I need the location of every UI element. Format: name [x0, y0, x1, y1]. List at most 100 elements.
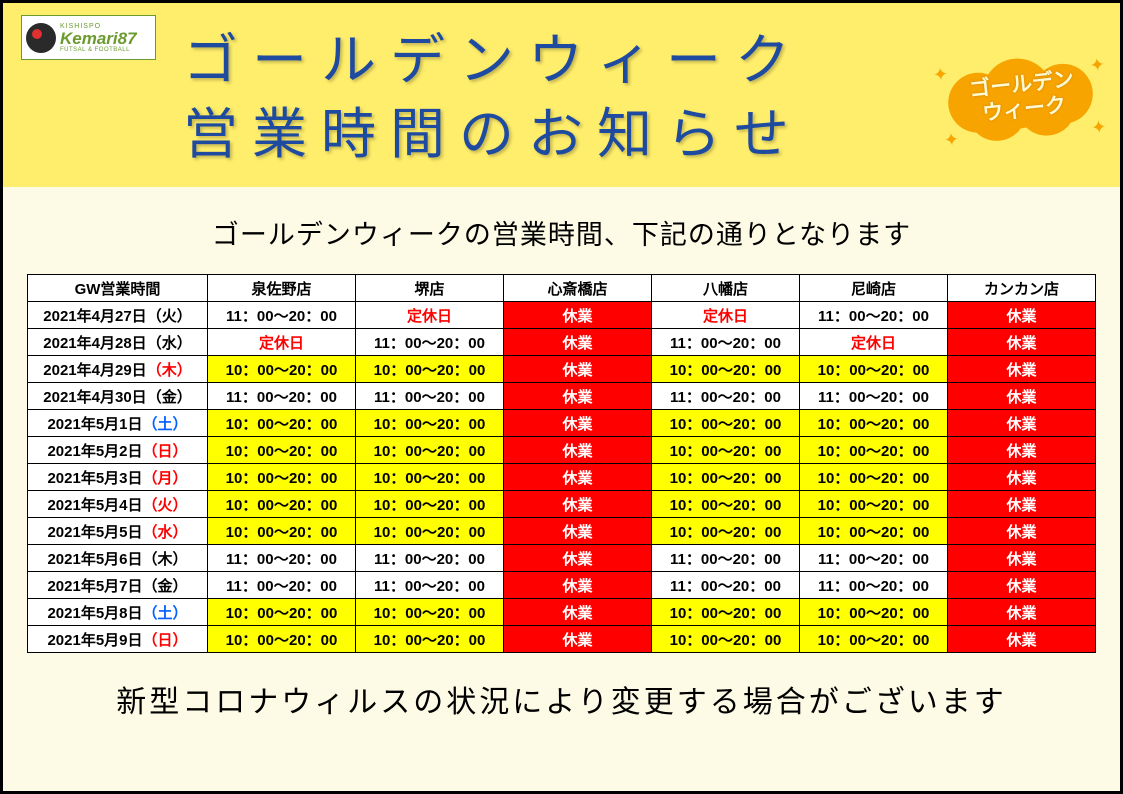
hours-cell: 11：00～20：00 [800, 572, 948, 599]
table-row: 2021年4月27日（火）11：00～20：00定休日休業定休日11：00～20… [28, 302, 1096, 329]
sparkle-icon: ✦ [943, 129, 960, 151]
hours-cell: 休業 [504, 545, 652, 572]
hours-cell: 休業 [948, 329, 1096, 356]
date-cell: 2021年5月8日（土） [28, 599, 208, 626]
date-cell: 2021年5月6日（木） [28, 545, 208, 572]
date-cell: 2021年5月9日（日） [28, 626, 208, 653]
hours-cell: 11：00～20：00 [800, 545, 948, 572]
table-header-row: GW営業時間 泉佐野店堺店心斎橋店八幡店尼崎店カンカン店 [28, 275, 1096, 302]
hours-cell: 10：00～20：00 [356, 518, 504, 545]
hours-cell: 10：00～20：00 [356, 464, 504, 491]
date-cell: 2021年4月27日（火） [28, 302, 208, 329]
hours-cell: 休業 [504, 572, 652, 599]
date-cell: 2021年4月30日（金） [28, 383, 208, 410]
hours-cell: 10：00～20：00 [800, 437, 948, 464]
hours-cell: 11：00～20：00 [356, 383, 504, 410]
hours-cell: 11：00～20：00 [208, 383, 356, 410]
title-line1: ゴールデンウィーク [183, 29, 804, 91]
hours-cell: 休業 [948, 437, 1096, 464]
hours-cell: 10：00～20：00 [800, 518, 948, 545]
hours-cell: 休業 [504, 383, 652, 410]
hours-cell: 10：00～20：00 [800, 410, 948, 437]
hours-cell: 10：00～20：00 [652, 410, 800, 437]
date-cell: 2021年5月3日（月） [28, 464, 208, 491]
hours-cell: 11：00～20：00 [800, 302, 948, 329]
hours-cell: 10：00～20：00 [652, 599, 800, 626]
hours-cell: 休業 [504, 599, 652, 626]
brand-logo: KISHISPO Kemari87 FUTSAL & FOOTBALL [21, 15, 156, 60]
hours-cell: 10：00～20：00 [800, 626, 948, 653]
hours-cell: 11：00～20：00 [652, 329, 800, 356]
subtitle: ゴールデンウィークの営業時間、下記の通りとなります [3, 213, 1120, 252]
hours-cell: 10：00～20：00 [652, 437, 800, 464]
hours-cell: 休業 [504, 518, 652, 545]
store-header: カンカン店 [948, 275, 1096, 302]
hours-cell: 11：00～20：00 [356, 545, 504, 572]
table-row: 2021年5月6日（木）11：00～20：0011：00～20：00休業11：0… [28, 545, 1096, 572]
hours-cell: 10：00～20：00 [652, 356, 800, 383]
hours-cell: 10：00～20：00 [800, 599, 948, 626]
hours-cell: 11：00～20：00 [208, 545, 356, 572]
table-row: 2021年4月29日（木）10：00～20：0010：00～20：00休業10：… [28, 356, 1096, 383]
footer-note: 新型コロナウィルスの状況により変更する場合がございます [3, 677, 1120, 721]
hours-cell: 11：00～20：00 [208, 302, 356, 329]
hours-cell: 10：00～20：00 [356, 599, 504, 626]
hours-cell: 10：00～20：00 [356, 410, 504, 437]
hours-cell: 休業 [504, 464, 652, 491]
table-body: 2021年4月27日（火）11：00～20：00定休日休業定休日11：00～20… [28, 302, 1096, 653]
header-corner: GW営業時間 [28, 275, 208, 302]
hours-cell: 休業 [948, 599, 1096, 626]
store-header: 八幡店 [652, 275, 800, 302]
table-row: 2021年4月30日（金）11：00～20：0011：00～20：00休業11：… [28, 383, 1096, 410]
logo-icon [26, 23, 56, 53]
hours-cell: 10：00～20：00 [652, 464, 800, 491]
hours-cell: 10：00～20：00 [356, 491, 504, 518]
golden-week-badge: ゴールデン ウィーク ✦ ✦ ✦ ✦ [944, 50, 1102, 145]
store-header: 心斎橋店 [504, 275, 652, 302]
hours-cell: 11：00～20：00 [800, 383, 948, 410]
hours-cell: 11：00～20：00 [356, 329, 504, 356]
schedule-table-wrap: GW営業時間 泉佐野店堺店心斎橋店八幡店尼崎店カンカン店 2021年4月27日（… [27, 274, 1096, 653]
store-header: 尼崎店 [800, 275, 948, 302]
hours-cell: 休業 [948, 464, 1096, 491]
date-cell: 2021年5月7日（金） [28, 572, 208, 599]
hours-cell: 10：00～20：00 [356, 356, 504, 383]
table-row: 2021年5月8日（土）10：00～20：0010：00～20：00休業10：0… [28, 599, 1096, 626]
hours-cell: 11：00～20：00 [652, 572, 800, 599]
hours-cell: 10：00～20：00 [208, 626, 356, 653]
hours-cell: 10：00～20：00 [652, 518, 800, 545]
hours-cell: 10：00～20：00 [208, 599, 356, 626]
table-row: 2021年5月3日（月）10：00～20：0010：00～20：00休業10：0… [28, 464, 1096, 491]
hours-cell: 10：00～20：00 [208, 410, 356, 437]
hours-cell: 10：00～20：00 [800, 464, 948, 491]
hours-cell: 10：00～20：00 [356, 437, 504, 464]
hours-cell: 休業 [504, 356, 652, 383]
logo-sub: FUTSAL & FOOTBALL [60, 47, 137, 53]
hours-cell: 10：00～20：00 [208, 356, 356, 383]
title-line2: 営業時間のお知らせ [183, 103, 803, 165]
logo-main: Kemari87 [60, 30, 137, 47]
hours-cell: 10：00～20：00 [800, 491, 948, 518]
hours-cell: 休業 [948, 545, 1096, 572]
hours-cell: 10：00～20：00 [652, 491, 800, 518]
table-row: 2021年5月9日（日）10：00～20：0010：00～20：00休業10：0… [28, 626, 1096, 653]
store-header: 堺店 [356, 275, 504, 302]
hours-cell: 定休日 [652, 302, 800, 329]
hours-cell: 定休日 [800, 329, 948, 356]
date-cell: 2021年5月5日（水） [28, 518, 208, 545]
hours-cell: 11：00～20：00 [652, 545, 800, 572]
hours-cell: 休業 [504, 410, 652, 437]
date-cell: 2021年4月29日（木） [28, 356, 208, 383]
hours-cell: 休業 [948, 383, 1096, 410]
hours-cell: 休業 [948, 410, 1096, 437]
hours-cell: 休業 [504, 626, 652, 653]
hours-cell: 10：00～20：00 [208, 518, 356, 545]
sparkle-icon: ✦ [1090, 116, 1107, 138]
table-row: 2021年5月2日（日）10：00～20：0010：00～20：00休業10：0… [28, 437, 1096, 464]
table-row: 2021年5月4日（火）10：00～20：0010：00～20：00休業10：0… [28, 491, 1096, 518]
date-cell: 2021年5月1日（土） [28, 410, 208, 437]
store-header: 泉佐野店 [208, 275, 356, 302]
date-cell: 2021年5月2日（日） [28, 437, 208, 464]
hours-cell: 休業 [504, 491, 652, 518]
hours-cell: 10：00～20：00 [208, 437, 356, 464]
